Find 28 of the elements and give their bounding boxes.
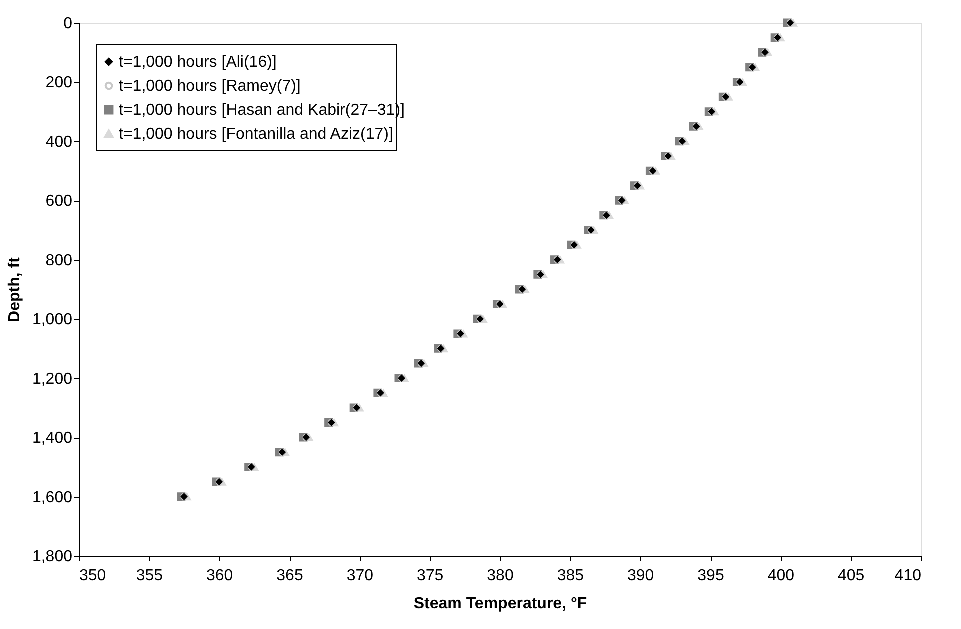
x-tick-label: 410: [894, 568, 922, 584]
x-tick-label: 375: [416, 568, 444, 584]
y-tick-label: 1,200: [32, 370, 73, 388]
y-tick-label: 0: [64, 16, 73, 32]
x-tick-label: 395: [698, 568, 724, 584]
legend-label: t=1,000 hours [Ali(16)]: [119, 54, 277, 71]
y-tick-label: 800: [46, 252, 73, 270]
x-tick-label: 385: [557, 568, 584, 584]
x-tick-label: 390: [627, 568, 654, 584]
y-tick-label: 200: [46, 74, 73, 92]
x-tick-label: 405: [838, 568, 865, 584]
x-tick-label: 400: [768, 568, 795, 584]
x-tick-label: 355: [136, 568, 164, 584]
y-tick-label: 1,400: [32, 430, 73, 448]
legend-label: t=1,000 hours [Fontanilla and Aziz(17)]: [119, 126, 394, 143]
y-axis-title: Depth, ft: [6, 256, 24, 322]
x-axis-title: Steam Temperature, °F: [414, 596, 588, 612]
x-tick-label: 370: [346, 568, 374, 584]
y-tick-label: 600: [46, 193, 73, 210]
y-tick-label: 1,000: [32, 312, 73, 329]
x-tick-label: 360: [206, 568, 234, 584]
y-tick-label: 1,600: [32, 489, 73, 506]
x-tick-label: 350: [80, 568, 106, 584]
y-tick-label: 1,800: [32, 548, 73, 566]
y-tick-label: 400: [46, 134, 73, 151]
x-tick-label: 365: [276, 568, 304, 584]
x-tick-label: 380: [487, 568, 514, 584]
legend-label: t=1,000 hours [Ramey(7)]: [119, 78, 301, 95]
